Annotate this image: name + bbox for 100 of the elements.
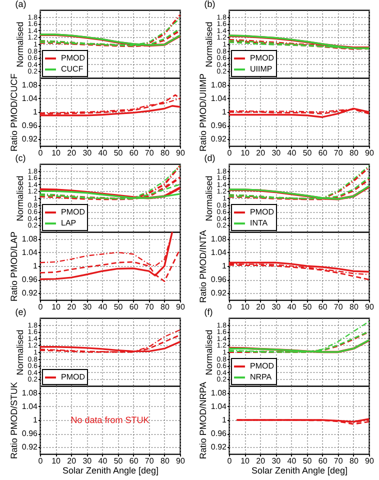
y-tick-label: 1.08 xyxy=(22,80,38,90)
chart-title: (a) xyxy=(15,0,26,9)
x-tick-label: 70 xyxy=(144,302,154,312)
x-tick-label: 80 xyxy=(160,302,170,312)
annotation: No data from STUK xyxy=(70,415,150,425)
x-tick-label: 10 xyxy=(240,148,250,158)
x-tick-label: 50 xyxy=(114,456,124,466)
x-tick-label: 70 xyxy=(334,302,344,312)
x-tick-label: 90 xyxy=(365,148,374,158)
x-tick-label: 80 xyxy=(349,302,359,312)
x-tick-label: 50 xyxy=(302,456,312,466)
y-tick-label: 0.92 xyxy=(210,134,228,144)
x-tick-label: 90 xyxy=(176,302,186,312)
y-tick-label: 1.04 xyxy=(210,94,228,103)
y-axis-title: Normalised xyxy=(204,330,214,376)
y-axis-title: Ratio PMOD/CUCF xyxy=(8,73,19,152)
x-tick-label: 70 xyxy=(334,148,344,158)
y-tick-label: 1.04 xyxy=(22,402,38,411)
x-tick-label: 0 xyxy=(227,148,232,158)
x-tick-label: 50 xyxy=(302,302,312,312)
y-tick-label: 1.04 xyxy=(210,248,228,257)
x-axis-title: Solar Zenith Angle [deg] xyxy=(62,466,159,476)
chart-title: (f) xyxy=(204,307,213,317)
legend-label: PMOD xyxy=(250,54,274,62)
x-tick-label: 20 xyxy=(67,148,77,158)
legend-label: PMOD xyxy=(61,54,86,62)
y-tick-label: 1 xyxy=(222,108,228,116)
x-tick-label: 70 xyxy=(144,148,154,158)
y-tick-label: 1 xyxy=(33,262,38,270)
y-tick-label: 1 xyxy=(33,416,38,424)
x-tick-label: 50 xyxy=(302,148,312,158)
y-axis-title: Normalised xyxy=(14,22,25,68)
y-tick-label: 0.92 xyxy=(22,134,38,144)
x-tick-label: 60 xyxy=(318,302,328,312)
x-tick-label: 90 xyxy=(365,456,374,466)
x-tick-label: 70 xyxy=(334,456,344,466)
x-tick-label: 10 xyxy=(52,302,62,312)
x-tick-label: 40 xyxy=(287,456,297,466)
legend-label: LAP xyxy=(61,218,76,228)
legend-label: PMOD xyxy=(61,208,86,216)
x-tick-label: 10 xyxy=(240,456,250,466)
x-tick-label: 80 xyxy=(349,456,359,466)
x-tick-label: 30 xyxy=(82,456,92,466)
y-tick-label: 0.96 xyxy=(22,429,38,438)
y-tick-label: 0.92 xyxy=(22,288,38,298)
y-tick-label: 1.04 xyxy=(22,248,38,257)
y-axis-title: Normalised xyxy=(204,22,214,68)
x-tick-label: 20 xyxy=(256,148,266,158)
x-tick-label: 20 xyxy=(256,302,266,312)
y-axis-title: Normalised xyxy=(14,330,25,376)
y-axis-title: Ratio PMOD/NRPA xyxy=(198,382,208,460)
x-tick-label: 30 xyxy=(82,302,92,312)
y-tick-label: 1.04 xyxy=(210,402,228,411)
y-axis-title: Ratio PMOD/INTA xyxy=(198,230,208,303)
legend-label: UIIMP xyxy=(250,64,272,74)
x-tick-label: 90 xyxy=(365,302,374,312)
x-tick-label: 40 xyxy=(287,148,297,158)
y-tick-label: 1.08 xyxy=(210,234,228,244)
x-tick-label: 60 xyxy=(318,148,328,158)
y-tick-label: 0.96 xyxy=(210,121,228,130)
chart-title: (d) xyxy=(204,153,216,163)
x-tick-label: 60 xyxy=(129,456,139,466)
y-tick-label: 0.96 xyxy=(22,275,38,284)
y-tick-label: 1 xyxy=(222,416,228,424)
x-tick-label: 0 xyxy=(38,302,44,312)
legend-label: NRPA xyxy=(250,372,272,382)
x-tick-label: 60 xyxy=(129,302,139,312)
legend-label: PMOD xyxy=(61,372,86,382)
y-tick-label: 1 xyxy=(33,108,38,116)
y-tick-label: 1.08 xyxy=(22,234,38,244)
x-tick-label: 0 xyxy=(227,302,232,312)
x-tick-label: 30 xyxy=(272,302,282,312)
x-tick-label: 40 xyxy=(98,148,108,158)
y-tick-label: 1.08 xyxy=(210,80,228,90)
y-tick-label: 0.92 xyxy=(210,442,228,452)
y-axis-title: Ratio PMOD/STUK xyxy=(8,382,19,460)
x-tick-label: 30 xyxy=(272,148,282,158)
x-tick-label: 90 xyxy=(176,148,186,158)
y-axis-title: Ratio PMOD/UIIMP xyxy=(198,73,208,152)
x-tick-label: 70 xyxy=(144,456,154,466)
x-axis-title: Solar Zenith Angle [deg] xyxy=(251,466,348,476)
chart-title: (c) xyxy=(15,153,26,163)
x-tick-label: 30 xyxy=(272,456,282,466)
x-tick-label: 40 xyxy=(98,302,108,312)
x-tick-label: 0 xyxy=(38,148,44,158)
x-tick-label: 40 xyxy=(287,302,297,312)
x-tick-label: 10 xyxy=(240,302,250,312)
chart-title: (b) xyxy=(204,0,216,9)
x-tick-label: 20 xyxy=(67,302,77,312)
x-tick-label: 20 xyxy=(67,456,77,466)
legend-label: PMOD xyxy=(250,208,274,216)
y-axis-title: Ratio PMOD/LAP xyxy=(8,231,19,302)
x-tick-label: 80 xyxy=(160,456,170,466)
legend-label: INTA xyxy=(250,218,268,228)
x-tick-label: 50 xyxy=(114,148,124,158)
chart-title: (e) xyxy=(15,307,26,317)
y-tick-label: 0.92 xyxy=(210,288,228,298)
y-tick-label: 0.96 xyxy=(210,429,228,438)
x-tick-label: 50 xyxy=(114,302,124,312)
x-tick-label: 20 xyxy=(256,456,266,466)
